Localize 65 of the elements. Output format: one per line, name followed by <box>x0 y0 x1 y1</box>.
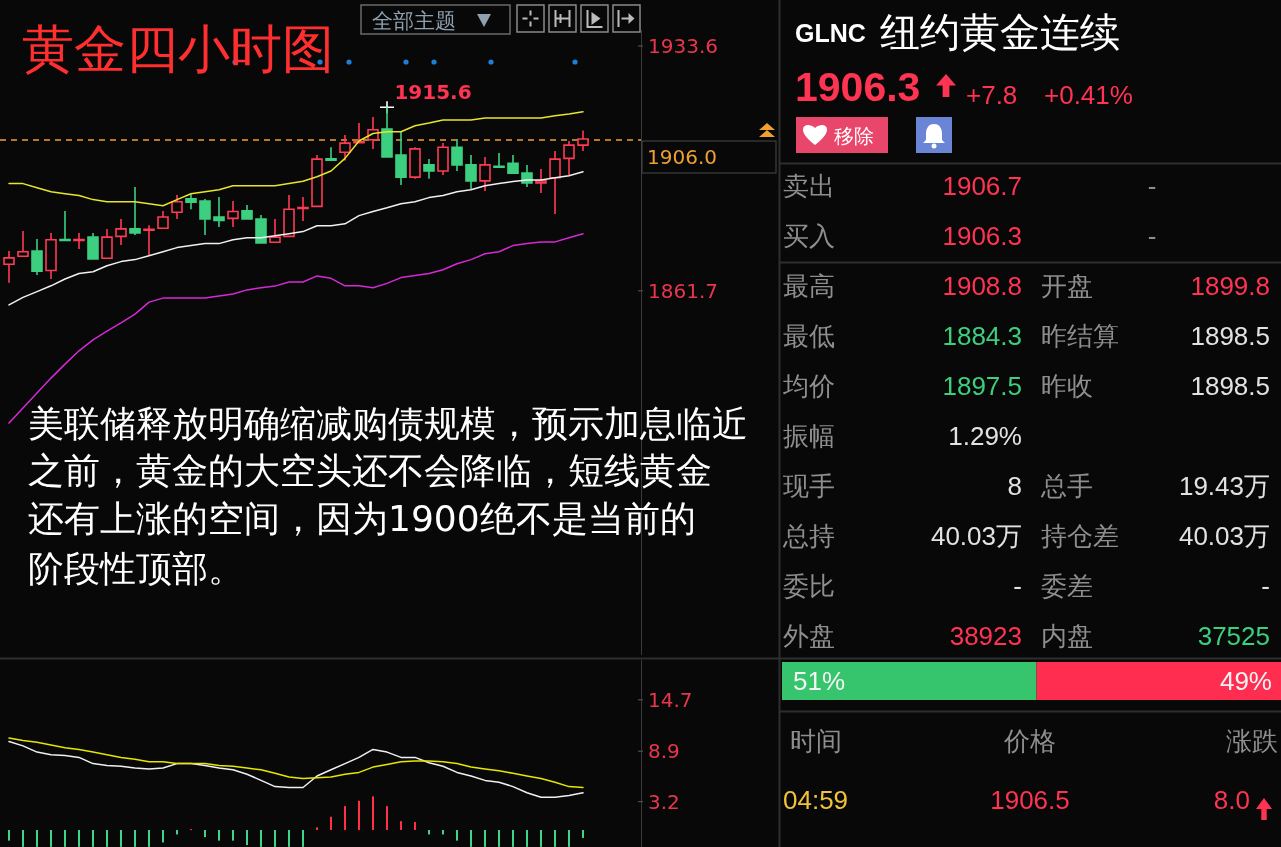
text: 8.0 <box>1213 785 1250 815</box>
y-tick-label: 3.2 <box>648 789 680 814</box>
text: - <box>1013 571 1022 601</box>
text: 昨结算 <box>1041 321 1119 351</box>
text: 委差 <box>1041 571 1093 601</box>
text: 1898.5 <box>1190 371 1270 401</box>
text: 38923 <box>949 621 1022 651</box>
annotation: 1915.6 <box>394 80 472 105</box>
text: 内盘 <box>1041 621 1093 651</box>
text: 8 <box>1007 471 1022 501</box>
ref-line-label: 1906.0 <box>647 145 717 170</box>
annotation: 阶段性顶部。 <box>28 548 244 589</box>
text: +0.41% <box>1044 80 1133 110</box>
annotation: 美联储释放明确缩减购债规模，预示加息临近 <box>28 403 748 444</box>
data-label: 49% <box>1219 666 1272 696</box>
text: 1898.5 <box>1190 321 1270 351</box>
text: 1899.8 <box>1190 271 1270 301</box>
text: 纽约黄金连续 <box>880 9 1120 55</box>
text: 总持 <box>782 521 835 551</box>
text: 1884.3 <box>942 321 1022 351</box>
text: 1906.7 <box>942 171 1022 201</box>
text: 均价 <box>782 371 835 401</box>
text: 40.03万 <box>930 521 1022 551</box>
chart-title: 黄金四小时图 <box>22 19 334 79</box>
text: GLNC <box>795 19 866 47</box>
data-label: 51% <box>793 666 846 696</box>
text: 移除 <box>834 125 874 147</box>
annotation: 之前，黄金的大空头还不会降临，短线黄金 <box>28 450 712 491</box>
y-tick-label: 14.7 <box>648 687 693 712</box>
ref-line: 1906.0 <box>0 139 777 174</box>
dropdown-button: 全部主题 <box>360 4 511 35</box>
annotation: 还有上涨的空间，因为1900绝不是当前的 <box>28 498 696 539</box>
y-tick-label: 1933.6 <box>648 34 718 59</box>
text: - <box>1147 221 1157 251</box>
text: 1908.8 <box>942 271 1022 301</box>
text: 开盘 <box>1041 271 1093 301</box>
text: 外盘 <box>783 621 835 651</box>
text: - <box>1261 571 1270 601</box>
text: 价格 <box>1003 726 1056 756</box>
text: 时间 <box>790 726 842 756</box>
text: 总手 <box>1040 471 1093 501</box>
text: 1906.3 <box>942 221 1022 251</box>
y-tick-label: 8.9 <box>648 739 680 764</box>
text: 昨收 <box>1041 371 1093 401</box>
text: 持仓差 <box>1041 521 1119 551</box>
text: 最低 <box>783 321 835 351</box>
text: 1897.5 <box>942 371 1022 401</box>
annotation: 全部主题 <box>372 9 456 33</box>
text: 涨跌 <box>1226 726 1278 756</box>
text: - <box>1147 171 1157 201</box>
text: 1.29% <box>948 421 1022 451</box>
text: 卖出 <box>783 171 835 201</box>
text: 04:59 <box>783 785 849 815</box>
text: 1906.5 <box>990 785 1070 815</box>
text: 1906.3 <box>795 64 921 110</box>
text: 振幅 <box>783 421 835 451</box>
text: 37525 <box>1197 621 1270 651</box>
y-tick-label: 1861.7 <box>648 278 718 303</box>
text: 委比 <box>783 571 835 601</box>
text: 最高 <box>783 271 835 301</box>
text: +7.8 <box>966 80 1018 110</box>
text: 买入 <box>783 221 835 251</box>
text: 现手 <box>783 471 835 501</box>
text: 19.43万 <box>1178 471 1270 501</box>
text: 40.03万 <box>1178 521 1270 551</box>
